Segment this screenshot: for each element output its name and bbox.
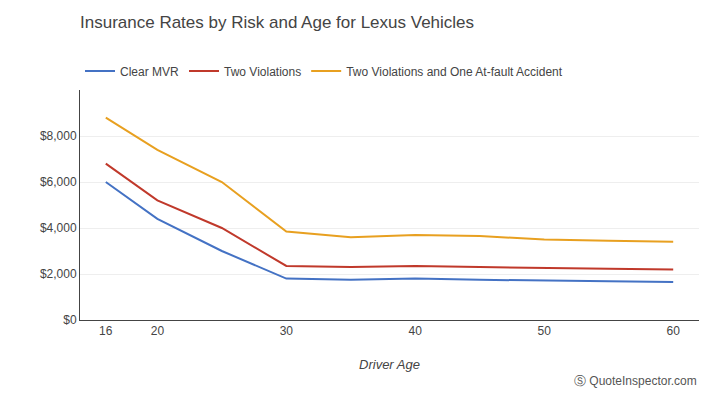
svg-text:60: 60 <box>667 324 681 338</box>
svg-text:$4,000: $4,000 <box>40 221 77 235</box>
svg-text:$6,000: $6,000 <box>40 175 77 189</box>
svg-text:Two Violations: Two Violations <box>224 65 301 79</box>
svg-text:Driver Age: Driver Age <box>359 357 420 372</box>
svg-text:Clear MVR: Clear MVR <box>120 65 179 79</box>
svg-text:Insurance Rates by Risk and Ag: Insurance Rates by Risk and Age for Lexu… <box>80 13 474 32</box>
svg-text:50: 50 <box>538 324 552 338</box>
svg-text:40: 40 <box>409 324 423 338</box>
svg-text:$8,000: $8,000 <box>40 129 77 143</box>
svg-text:16: 16 <box>99 324 113 338</box>
svg-text:$2,000: $2,000 <box>40 267 77 281</box>
svg-text:Two Violations and One At-faul: Two Violations and One At-fault Accident <box>346 65 563 79</box>
svg-text:30: 30 <box>280 324 294 338</box>
svg-text:20: 20 <box>151 324 165 338</box>
svg-text:$0: $0 <box>63 313 77 327</box>
svg-text:Ⓢ QuoteInspector.com: Ⓢ QuoteInspector.com <box>574 374 697 388</box>
